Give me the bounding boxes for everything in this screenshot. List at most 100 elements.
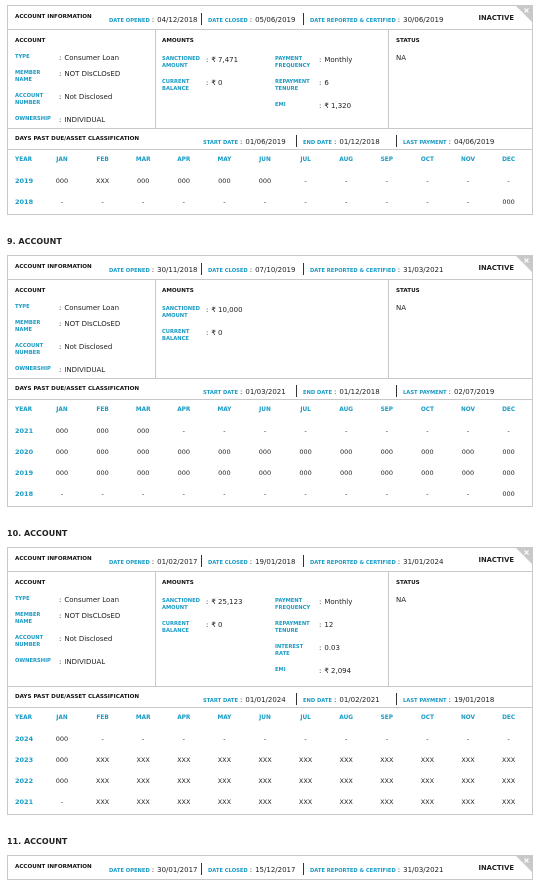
dpd-cell: XXX <box>258 798 272 806</box>
dpd-cell: 000 <box>55 777 69 785</box>
month-header: JUN <box>259 715 271 721</box>
dpd-cell: - <box>101 198 104 206</box>
end-date-label: END DATE <box>303 390 332 396</box>
account-heading: 9. ACCOUNT <box>0 215 540 255</box>
account-body: ACCOUNT TYPE Consumer Loan MEMBER NAME NOT D… <box>8 280 532 379</box>
close-button[interactable] <box>516 6 532 22</box>
payment-frequency-label: PAYMENT FREQUENCY <box>275 598 311 611</box>
status-column: STATUS NA <box>388 572 532 686</box>
member-name-text: NOT DIsCLOsED <box>64 611 121 620</box>
dpd-cell: 000 <box>258 448 272 456</box>
month-header: MAY <box>217 715 232 721</box>
dpd-header: DAYS PAST DUE/ASSET CLASSIFICATION START … <box>8 379 532 400</box>
interest-rate-text: 0.03 <box>324 643 340 652</box>
month-header: SEP <box>380 407 393 413</box>
dpd-cell: - <box>182 490 185 498</box>
type-value: Consumer Loan <box>59 596 119 604</box>
member-name-value: NOT DIsCLOsED <box>59 320 120 328</box>
start-date-colon <box>240 696 245 704</box>
dpd-cell: - <box>60 798 64 806</box>
type-value: Consumer Loan <box>59 54 119 62</box>
account-card: ACCOUNT INFORMATION DATE OPENED 04/12/2018… <box>7 5 533 215</box>
date-opened-value: 04/12/2018 <box>157 16 198 24</box>
end-date-label: END DATE <box>303 140 332 146</box>
account-column: ACCOUNT TYPE Consumer Loan MEMBER NAME NOT D… <box>8 280 155 378</box>
current-balance-value: ₹ 0 <box>206 621 223 629</box>
account-title: ACCOUNT <box>15 38 46 44</box>
type-colon <box>59 304 64 312</box>
month-header: MAR <box>135 157 151 163</box>
dpd-cell: XXX <box>298 756 313 764</box>
year-cell: 2019 <box>15 177 34 185</box>
current-balance-text: ₹ 0 <box>211 78 223 87</box>
last-payment-value: 19/01/2018 <box>453 696 495 704</box>
dpd-cell: XXX <box>298 777 313 785</box>
emi-colon <box>319 102 324 110</box>
dpd-cell: XXX <box>420 798 435 806</box>
status-value: NA <box>396 54 407 62</box>
dpd-cell: 000 <box>136 177 150 185</box>
close-button[interactable] <box>516 548 532 564</box>
dpd-cell: - <box>345 177 348 185</box>
dpd-cell: - <box>263 198 267 206</box>
dpd-cell: - <box>263 735 267 743</box>
dpd-cell: 000 <box>177 177 190 185</box>
dpd-cell: 000 <box>421 469 434 477</box>
sanctioned-amount-label: SANCTIONED AMOUNT <box>162 56 200 69</box>
dpd-cell: XXX <box>136 798 150 806</box>
dpd-cell: 000 <box>177 469 190 477</box>
year-cell: 2018 <box>15 490 34 498</box>
start-date: START DATE 01/06/2019 <box>203 135 286 147</box>
info-title: ACCOUNT INFORMATION <box>15 864 92 870</box>
account-heading-text: 9. ACCOUNT <box>7 237 62 246</box>
dpd-cell: XXX <box>258 777 272 785</box>
amounts-column: AMOUNTS SANCTIONED AMOUNT ₹ 10,000 CURRENT … <box>155 280 389 378</box>
date-closed: DATE CLOSED 19/01/2018 <box>201 555 295 567</box>
dpd-cell: - <box>507 427 510 435</box>
close-button[interactable] <box>516 256 532 272</box>
dpd-cell: - <box>426 198 429 206</box>
account-number-value: Not Disclosed <box>59 343 112 351</box>
date-reported-value: 31/03/2021 <box>403 866 444 874</box>
dpd-cell: - <box>304 490 307 498</box>
dpd-cell: 000 <box>502 469 515 477</box>
dpd-cell: XXX <box>136 756 150 764</box>
dpd-cell: XXX <box>217 756 232 764</box>
dpd-row: 2021 - XXX XXX XXX XXX XXX XXX XXX XXX XXX XXX XXX <box>8 792 532 813</box>
dpd-cell: - <box>142 490 145 498</box>
dpd-row: 2018 - - - - - - - - - - - 000 <box>8 484 532 505</box>
info-title: ACCOUNT INFORMATION <box>15 14 92 20</box>
account-state: INACTIVE <box>478 14 514 22</box>
dpd-cell: XXX <box>177 777 191 785</box>
account-heading: 10. ACCOUNT <box>0 507 540 547</box>
month-header: FEB <box>96 157 109 163</box>
end-date: END DATE 01/12/2018 <box>296 135 380 147</box>
status-title: STATUS <box>396 38 420 44</box>
amounts-column: AMOUNTS SANCTIONED AMOUNT ₹ 7,471 CURRENT B… <box>155 30 389 128</box>
payment-frequency-text: Monthly <box>324 597 353 606</box>
close-button[interactable] <box>516 856 532 872</box>
dpd-cell: XXX <box>95 756 110 764</box>
type-text: Consumer Loan <box>64 595 120 604</box>
dpd-cell: XXX <box>217 777 232 785</box>
dpd-cell: - <box>385 735 388 743</box>
ownership-text: INDIVIDUAL <box>64 115 106 124</box>
end-date-value: 01/12/2018 <box>339 138 380 146</box>
dpd-cell: XXX <box>95 177 110 185</box>
dpd-cell: XXX <box>339 756 353 764</box>
start-date-value: 01/03/2021 <box>245 388 286 396</box>
dpd-row: 2023 000 XXX XXX XXX XXX XXX XXX XXX XXX XXX XXX XXX <box>8 750 532 771</box>
end-date-colon <box>334 388 339 396</box>
end-date-colon <box>334 696 339 704</box>
member-name-text: NOT DIsCLOsED <box>64 319 121 328</box>
date-closed-value: 05/06/2019 <box>255 16 296 24</box>
member-name-text: NOT DIsCLOsED <box>64 69 121 78</box>
emi-text: ₹ 1,320 <box>324 101 352 110</box>
date-closed-colon <box>250 558 255 566</box>
month-header: APR <box>177 157 191 163</box>
current-balance-value: ₹ 0 <box>206 329 223 337</box>
dpd-cell: XXX <box>177 798 191 806</box>
date-closed-label: DATE CLOSED <box>208 868 248 874</box>
dpd-cell: XXX <box>258 756 272 764</box>
